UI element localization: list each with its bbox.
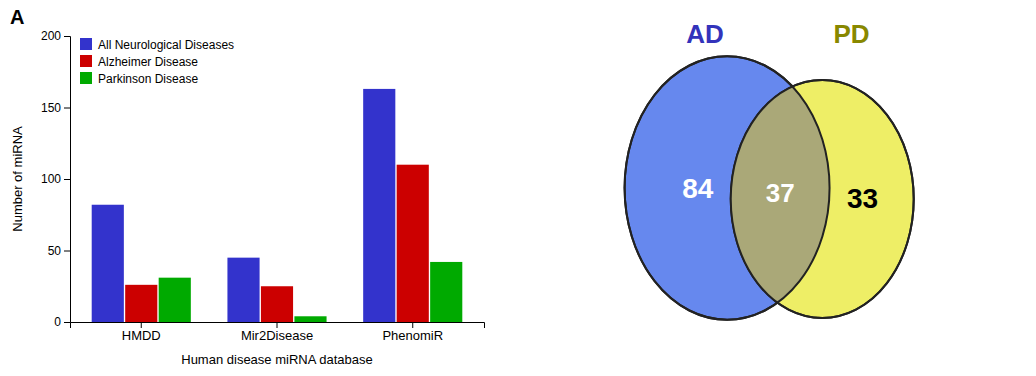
tick-mark xyxy=(64,108,70,109)
x-axis: HMDD Mir2Disease PhenomiR xyxy=(71,322,485,343)
panel-label: A xyxy=(10,6,24,28)
tick-mark xyxy=(277,322,278,328)
tick-mark xyxy=(64,322,70,323)
venn-count: 33 xyxy=(847,183,878,214)
legend-swatch xyxy=(80,55,92,67)
bar-series xyxy=(92,89,396,322)
y-tick-label: 0 xyxy=(54,315,61,329)
bar xyxy=(227,258,259,322)
y-tick: 0 xyxy=(54,315,70,329)
bar xyxy=(261,286,293,322)
bar-panel: 0 50 100 150 200 HMDD Mir2Disease PhenomiR Human… xyxy=(10,6,485,367)
bar xyxy=(159,278,191,322)
y-axis: 0 50 100 150 200 xyxy=(41,29,71,329)
legend-swatch xyxy=(80,38,92,50)
venn-count: 37 xyxy=(766,178,795,208)
legend-label: Alzheimer Disease xyxy=(98,55,198,69)
y-tick: 150 xyxy=(41,101,70,115)
y-tick-label: 50 xyxy=(48,244,62,258)
y-tick: 200 xyxy=(41,29,70,43)
tick-mark xyxy=(141,322,142,328)
tick-mark xyxy=(412,322,413,328)
bar xyxy=(363,89,395,322)
tick-mark xyxy=(64,36,70,37)
legend-item: All Neurological Diseases xyxy=(80,38,234,52)
bar xyxy=(92,205,124,322)
bar xyxy=(397,165,429,322)
tick-mark xyxy=(64,179,70,180)
x-tick-label: HMDD xyxy=(122,328,161,343)
x-tick: HMDD xyxy=(122,322,161,343)
y-axis-title: Number of miRNA xyxy=(10,126,25,232)
legend-item: Alzheimer Disease xyxy=(80,55,198,69)
venn-set-label: PD xyxy=(833,19,869,49)
bar xyxy=(125,285,157,322)
bar xyxy=(294,316,326,322)
y-tick: 50 xyxy=(48,244,70,258)
venn-count: 84 xyxy=(682,173,714,204)
legend: All Neurological Diseases Alzheimer Disea… xyxy=(80,38,234,86)
x-tick: Mir2Disease xyxy=(241,322,313,343)
tick-mark xyxy=(64,251,70,252)
y-tick-label: 100 xyxy=(41,172,61,186)
venn-regions xyxy=(625,56,914,320)
bars xyxy=(92,89,463,322)
bar-series xyxy=(125,165,429,322)
venn-panel: AD 84 PD 33 37 xyxy=(625,19,914,319)
x-tick-label: PhenomiR xyxy=(382,328,443,343)
venn-set xyxy=(731,80,914,318)
x-tick-label: Mir2Disease xyxy=(241,328,313,343)
y-tick-label: 150 xyxy=(41,101,61,115)
venn-outline xyxy=(731,80,914,318)
bar-series xyxy=(159,262,463,322)
x-axis-title: Human disease miRNA database xyxy=(181,352,373,367)
figure: 0 50 100 150 200 HMDD Mir2Disease PhenomiR Human… xyxy=(0,0,1036,376)
bar xyxy=(430,262,462,322)
venn-texts: AD 84 PD 33 37 xyxy=(682,19,878,214)
venn-set-label: AD xyxy=(686,19,724,49)
y-tick: 100 xyxy=(41,172,70,186)
legend-label: All Neurological Diseases xyxy=(98,38,234,52)
legend-swatch xyxy=(80,72,92,84)
axis-line xyxy=(64,37,71,323)
y-tick-label: 200 xyxy=(41,29,61,43)
legend-item: Parkinson Disease xyxy=(80,72,198,86)
venn-outline xyxy=(625,56,830,320)
legend-label: Parkinson Disease xyxy=(98,72,198,86)
venn-intersection xyxy=(731,80,914,318)
x-tick: PhenomiR xyxy=(382,322,443,343)
axis-line xyxy=(71,323,485,329)
